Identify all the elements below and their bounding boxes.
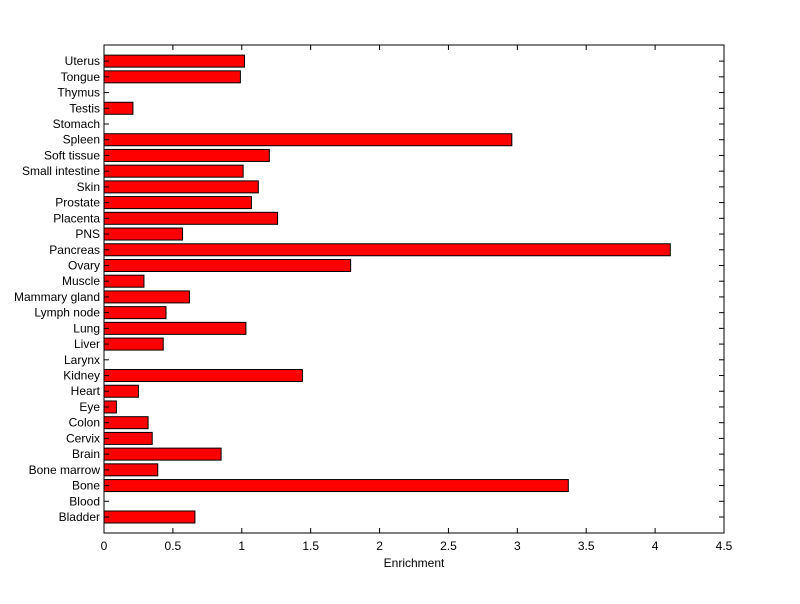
y-tick-label-soft-tissue: Soft tissue (44, 148, 100, 162)
x-tick-label: 1 (238, 539, 245, 553)
bar-ovary (103, 258, 352, 272)
y-tick-label-larynx: Larynx (64, 353, 100, 367)
bar-cervix (103, 431, 153, 445)
x-tick-label: 3 (514, 539, 521, 553)
bar-heart (103, 384, 139, 398)
y-tick-label-brain: Brain (72, 447, 100, 461)
bar-small-intestine (103, 164, 244, 178)
y-tick-label-heart: Heart (71, 384, 101, 398)
bar-colon (103, 416, 149, 430)
y-tick-label-small-intestine: Small intestine (22, 164, 100, 178)
bar-soft-tissue (103, 148, 270, 162)
bar-bone-marrow (103, 463, 159, 477)
y-tick-label-thymus: Thymus (57, 86, 100, 100)
y-tick-label-prostate: Prostate (55, 196, 100, 210)
bar-bladder (103, 510, 196, 524)
y-tick-label-lymph-node: Lymph node (34, 306, 100, 320)
x-tick-label: 4.5 (716, 539, 733, 553)
y-tick-label-liver: Liver (74, 337, 100, 351)
y-tick-label-spleen: Spleen (63, 133, 100, 147)
x-tick-label: 1.5 (302, 539, 319, 553)
x-axis-label: Enrichment (384, 556, 445, 570)
y-tick-label-placenta: Placenta (53, 211, 100, 225)
bar-lung (103, 321, 247, 335)
y-tick-label-bone: Bone (72, 479, 100, 493)
bar-muscle (103, 274, 145, 288)
y-tick-label-pns: PNS (75, 227, 100, 241)
y-tick-label-tongue: Tongue (61, 70, 101, 84)
y-tick-label-blood: Blood (69, 494, 100, 508)
y-tick-label-kidney: Kidney (63, 369, 100, 383)
bar-tongue (103, 70, 241, 84)
plot-frame (103, 44, 725, 534)
y-tick-label-lung: Lung (73, 321, 100, 335)
x-ticks-group: 0 0.5 1 1.5 2 2.5 3 3.5 4 4.5 (101, 45, 733, 553)
bar-prostate (103, 196, 252, 210)
bar-skin (103, 180, 259, 194)
y-tick-label-mammary-gland: Mammary gland (14, 290, 100, 304)
x-tick-label: 4 (652, 539, 659, 553)
y-tick-label-ovary: Ovary (68, 258, 100, 272)
y-tick-label-testis: Testis (69, 101, 100, 115)
y-tick-label-bladder: Bladder (59, 510, 100, 524)
y-tick-label-bone-marrow: Bone marrow (29, 463, 101, 477)
bar-pancreas (103, 243, 671, 257)
bar-brain (103, 447, 222, 461)
bar-mammary-gland (103, 290, 190, 304)
bar-placenta (103, 211, 279, 225)
y-tick-label-uterus: Uterus (65, 54, 100, 68)
x-tick-label: 0.5 (165, 539, 182, 553)
y-tick-label-stomach: Stomach (53, 117, 100, 131)
x-tick-label: 3.5 (578, 539, 595, 553)
y-tick-label-pancreas: Pancreas (49, 243, 100, 257)
bar-spleen (103, 133, 513, 147)
bar-pns (103, 227, 184, 241)
bar-lymph-node (103, 306, 167, 320)
y-tick-label-muscle: Muscle (62, 274, 100, 288)
bar-uterus (103, 54, 246, 68)
y-tick-label-eye: Eye (79, 400, 100, 414)
bar-kidney (103, 369, 303, 383)
x-tick-label: 2 (376, 539, 383, 553)
y-tick-label-skin: Skin (77, 180, 100, 194)
y-tick-label-cervix: Cervix (66, 431, 100, 445)
x-tick-label: 2.5 (440, 539, 457, 553)
x-tick-label: 0 (101, 539, 108, 553)
y-tick-label-colon: Colon (69, 416, 100, 430)
bar-bone (103, 479, 569, 493)
bar-liver (103, 337, 164, 351)
